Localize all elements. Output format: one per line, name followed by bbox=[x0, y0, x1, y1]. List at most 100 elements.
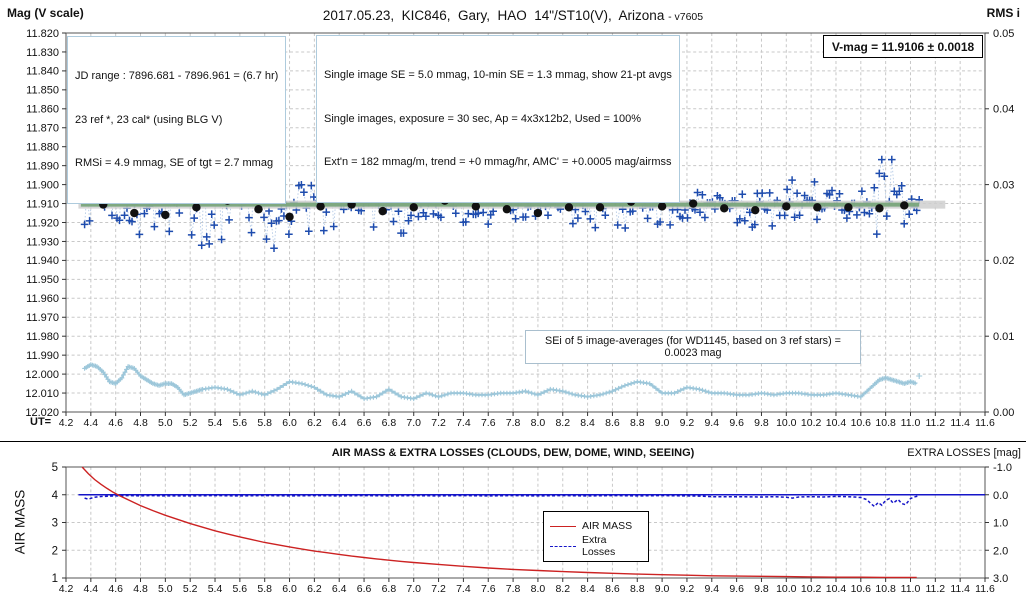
tick-label: 11.4 bbox=[950, 583, 970, 595]
tick-label: 9.4 bbox=[704, 417, 719, 429]
avg-21pt-dot bbox=[285, 212, 294, 222]
avg-21pt-dot bbox=[751, 205, 760, 215]
tick-label: 7.0 bbox=[406, 417, 421, 429]
legend-item-extra-losses: Extra Losses bbox=[550, 534, 642, 558]
airmass-axis-title: AIR MASS bbox=[12, 489, 28, 555]
avg-21pt-dot bbox=[657, 202, 667, 211]
avg-21pt-dot bbox=[130, 208, 139, 218]
tick-label: 6.6 bbox=[357, 583, 372, 595]
tick-label: 1.0 bbox=[993, 518, 1008, 530]
tick-label: 11.990 bbox=[26, 350, 59, 362]
tick-label: 5.0 bbox=[158, 417, 173, 429]
avg-21pt-dot bbox=[254, 205, 263, 214]
avg-21pt-dot bbox=[533, 208, 543, 218]
tick-label: 1 bbox=[52, 573, 58, 585]
tick-label: 9.8 bbox=[754, 417, 769, 429]
tick-label: 6.2 bbox=[307, 583, 322, 595]
tick-label: 10.6 bbox=[851, 583, 872, 595]
tick-label: 8.8 bbox=[630, 583, 645, 595]
tick-label: 6.0 bbox=[282, 417, 297, 429]
tick-label: 11.970 bbox=[26, 312, 59, 324]
tick-label: 5.6 bbox=[233, 417, 248, 429]
tick-label: 2.0 bbox=[993, 545, 1008, 557]
tick-label: 5.4 bbox=[208, 417, 223, 429]
single-image-se-line: Single image SE = 5.0 mmag, 10-min SE = … bbox=[324, 69, 672, 82]
tick-label: 10.6 bbox=[851, 417, 872, 429]
tick-label: 5.0 bbox=[158, 583, 173, 595]
avg-21pt-dot bbox=[161, 210, 170, 220]
tick-label: 4.6 bbox=[108, 417, 123, 429]
tick-label: 5.8 bbox=[257, 583, 272, 595]
tick-label: 4.4 bbox=[84, 583, 99, 595]
tick-label: 5.2 bbox=[183, 417, 198, 429]
tick-label: 7.8 bbox=[506, 583, 521, 595]
tick-label: 11.830 bbox=[26, 47, 59, 59]
avg-21pt-dot bbox=[409, 203, 418, 212]
tick-label: 11.890 bbox=[26, 160, 59, 172]
chart-title-main: 2017.05.23, KIC846, Gary, HAO 14"/ST10(V… bbox=[322, 8, 665, 23]
tick-label: 11.4 bbox=[950, 417, 970, 429]
avg-21pt-dot bbox=[471, 202, 481, 211]
tick-label: 0.05 bbox=[993, 28, 1014, 40]
tick-label: 6.6 bbox=[357, 417, 372, 429]
rmsi-line: RMSi = 4.9 mmag, SE of tgt = 2.7 mmag bbox=[75, 157, 274, 170]
tick-label: 11.2 bbox=[925, 417, 945, 429]
tick-label: 11.940 bbox=[26, 255, 59, 267]
tick-label: -1.0 bbox=[993, 462, 1012, 474]
tick-label: 11.0 bbox=[901, 583, 921, 595]
avg-21pt-dot bbox=[720, 204, 729, 213]
airmass-line-sample-icon bbox=[550, 525, 576, 527]
tick-label: 9.2 bbox=[680, 583, 695, 595]
tick-label: 6.8 bbox=[382, 583, 397, 595]
avg-21pt-dot bbox=[316, 202, 325, 211]
tick-label: 8.8 bbox=[630, 417, 645, 429]
tick-label: 10.8 bbox=[875, 417, 896, 429]
tick-label: 0.0 bbox=[993, 490, 1008, 502]
tick-label: 4.2 bbox=[59, 583, 74, 595]
avg-21pt-dot bbox=[844, 203, 853, 212]
avg-21pt-dot bbox=[813, 203, 822, 212]
extra-losses-series bbox=[84, 494, 919, 508]
tick-label: 11.6 bbox=[975, 417, 995, 429]
tick-label: 11.0 bbox=[901, 417, 921, 429]
tick-label: 5 bbox=[52, 462, 58, 474]
tick-label: 7.0 bbox=[406, 583, 421, 595]
tick-label: 7.4 bbox=[456, 583, 471, 595]
tick-label: 11.850 bbox=[26, 85, 59, 97]
tick-label: 0.00 bbox=[993, 407, 1014, 419]
tick-label: 0.02 bbox=[993, 255, 1014, 267]
exposure-line: Single images, exposure = 30 sec, Ap = 4… bbox=[324, 112, 642, 125]
tick-label: 9.0 bbox=[655, 583, 670, 595]
tick-label: 7.2 bbox=[431, 583, 446, 595]
tick-label: 11.900 bbox=[26, 179, 59, 191]
ref-stars-line: 23 ref *, 23 cal* (using BLG V) bbox=[75, 113, 223, 126]
tick-label: 0.03 bbox=[993, 179, 1014, 191]
tick-label: 6.4 bbox=[332, 583, 347, 595]
tick-label: 12.010 bbox=[25, 388, 59, 400]
tick-label: 5.2 bbox=[183, 583, 198, 595]
tick-label: 12.020 bbox=[25, 407, 59, 419]
tick-label: 9.0 bbox=[655, 417, 670, 429]
tick-label: 4.6 bbox=[108, 583, 123, 595]
tick-label: 0.04 bbox=[993, 104, 1014, 116]
tick-label: 11.2 bbox=[925, 583, 945, 595]
tick-label: 9.4 bbox=[704, 583, 719, 595]
mag-axis-title: Mag (V scale) bbox=[7, 6, 84, 20]
jd-range-line: JD range : 7896.681 - 7896.961 = (6.7 hr… bbox=[75, 70, 279, 83]
legend-label-airmass: AIR MASS bbox=[582, 520, 633, 532]
tick-label: 5.4 bbox=[208, 583, 223, 595]
sei-note-box: SEi of 5 image-averages (for WD1145, bas… bbox=[525, 330, 861, 364]
tick-label: 11.880 bbox=[26, 142, 59, 154]
tick-label: 11.860 bbox=[26, 104, 59, 116]
tick-label: 8.0 bbox=[531, 417, 546, 429]
air-mass-series bbox=[81, 466, 917, 579]
tick-label: 9.8 bbox=[754, 583, 769, 595]
tick-label: 4.2 bbox=[59, 417, 74, 429]
tick-label: 10.0 bbox=[776, 583, 797, 595]
jd-range-note: JD range : 7896.681 - 7896.961 = (6.7 hr… bbox=[67, 36, 287, 204]
tick-label: 8.4 bbox=[580, 583, 595, 595]
airmass-chart-title: AIR MASS & EXTRA LOSSES (CLOUDS, DEW, DO… bbox=[331, 447, 695, 459]
avg-21pt-dot bbox=[875, 204, 884, 213]
tick-label: 4 bbox=[52, 490, 59, 502]
